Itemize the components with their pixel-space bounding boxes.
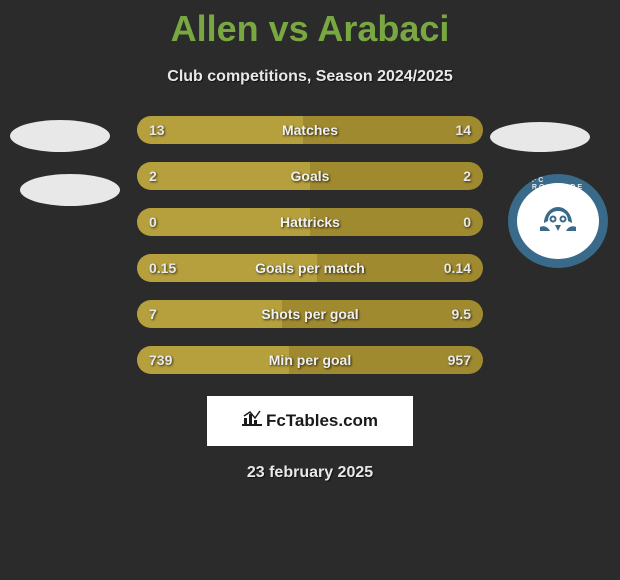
- stat-left-value: 7: [149, 306, 157, 322]
- stat-row: 7 Shots per goal 9.5: [137, 300, 483, 328]
- stat-label: Shots per goal: [261, 306, 358, 322]
- team-right-badge-1: [490, 122, 590, 152]
- stat-right-value: 9.5: [452, 306, 471, 322]
- bar-chart-icon: [242, 410, 262, 433]
- team-right-badge-2: FC ROSKILDE: [508, 174, 608, 268]
- stat-label: Matches: [282, 122, 338, 138]
- stat-left-value: 0.15: [149, 260, 176, 276]
- branding-box[interactable]: FcTables.com: [207, 396, 413, 446]
- date-text: 23 february 2025: [247, 464, 373, 482]
- badge-inner: [517, 183, 599, 259]
- stat-label: Hattricks: [280, 214, 340, 230]
- stat-row: 2 Goals 2: [137, 162, 483, 190]
- stat-right-value: 0.14: [444, 260, 471, 276]
- stat-row: 0.15 Goals per match 0.14: [137, 254, 483, 282]
- stat-right-value: 957: [448, 352, 471, 368]
- stat-row: 0 Hattricks 0: [137, 208, 483, 236]
- stat-left-value: 2: [149, 168, 157, 184]
- stat-label: Goals per match: [255, 260, 365, 276]
- stat-right-value: 0: [463, 214, 471, 230]
- stat-row: 13 Matches 14: [137, 116, 483, 144]
- stat-right-value: 14: [455, 122, 471, 138]
- stat-row: 739 Min per goal 957: [137, 346, 483, 374]
- stat-label: Min per goal: [269, 352, 351, 368]
- stat-label: Goals: [291, 168, 330, 184]
- stat-left-value: 739: [149, 352, 172, 368]
- stat-left-value: 0: [149, 214, 157, 230]
- stat-right-value: 2: [463, 168, 471, 184]
- page-title: Allen vs Arabaci: [171, 8, 450, 50]
- eagle-icon: [536, 201, 580, 241]
- team-left-badge-1: [10, 120, 110, 152]
- stats-list: 13 Matches 14 2 Goals 2 0 Hattricks 0 0.15 Goals p…: [137, 116, 483, 374]
- page-subtitle: Club competitions, Season 2024/2025: [167, 68, 452, 86]
- stat-left-value: 13: [149, 122, 165, 138]
- stat-fill: [137, 162, 310, 190]
- branding-text: FcTables.com: [266, 411, 378, 431]
- team-left-badge-2: [20, 174, 120, 206]
